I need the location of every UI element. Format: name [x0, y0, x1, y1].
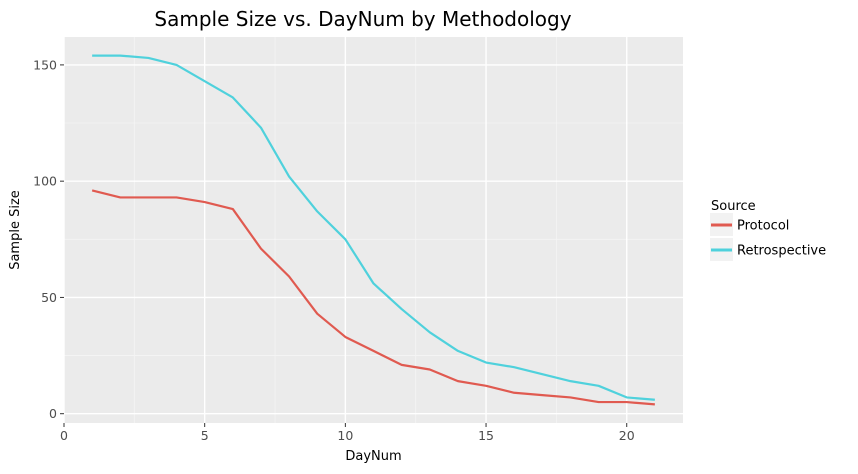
series-line-protocol	[91, 189, 655, 406]
y-axis-ticks: 0 50 100 150	[33, 57, 64, 421]
legend-label-protocol: Protocol	[737, 219, 789, 234]
y-tick-label: 0	[49, 406, 57, 421]
y-axis-title: Sample Size	[8, 190, 23, 270]
series-line-retrospective	[92, 54, 655, 401]
major-gridlines	[63, 37, 683, 423]
series-lines	[91, 54, 655, 406]
x-axis-title: DayNum	[345, 449, 401, 464]
y-tick-label: 50	[41, 290, 57, 305]
y-tick-label: 100	[33, 174, 57, 189]
minor-gridlines	[64, 37, 683, 423]
y-tick-label: 150	[33, 57, 57, 72]
x-tick-label: 10	[337, 428, 353, 443]
legend: Source Protocol Retrospective	[710, 199, 826, 261]
x-tick-label: 0	[60, 428, 68, 443]
chart-title: Sample Size vs. DayNum by Methodology	[154, 7, 571, 31]
plot-panel	[64, 37, 683, 423]
legend-title: Source	[711, 199, 756, 214]
legend-label-retrospective: Retrospective	[737, 244, 826, 259]
x-tick-label: 15	[478, 428, 494, 443]
x-tick-label: 20	[619, 428, 635, 443]
x-tick-label: 5	[201, 428, 209, 443]
x-axis-ticks: 0 5 10 15 20	[60, 423, 635, 443]
